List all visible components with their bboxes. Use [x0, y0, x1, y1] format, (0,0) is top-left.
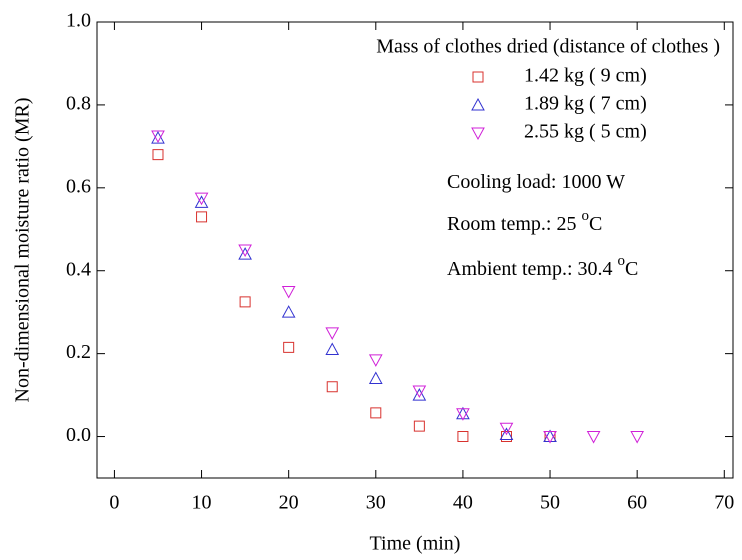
legend-label: 2.55 kg ( 5 cm): [524, 121, 647, 143]
x-axis-label: Time (min): [370, 533, 461, 555]
annotation: Ambient temp.: 30.4 oC: [447, 253, 638, 279]
y-tick-label: 0.0: [66, 424, 91, 446]
legend-marker: [471, 97, 485, 111]
x-tick-label: 40: [453, 492, 473, 514]
x-tick-label: 0: [109, 492, 119, 514]
legend-title: Mass of clothes dried (distance of cloth…: [376, 36, 720, 58]
data-point: [412, 388, 427, 401]
data-point: [239, 296, 251, 308]
data-point: [586, 431, 601, 444]
data-point: [368, 371, 383, 385]
y-tick-label: 0.8: [66, 93, 91, 115]
data-point: [151, 131, 165, 144]
data-point: [283, 341, 295, 353]
annotation-superscript: o: [581, 208, 589, 224]
data-point: [499, 422, 514, 436]
data-point: [194, 192, 209, 206]
y-tick-label: 0.2: [66, 341, 91, 363]
x-tick-label: 60: [627, 492, 647, 514]
data-point: [152, 149, 164, 161]
y-axis-label: Non-dimensional moisture ratio (MR): [12, 98, 34, 403]
data-point: [457, 431, 469, 443]
x-tick-label: 70: [714, 492, 734, 514]
annotation-text: C: [625, 258, 638, 280]
data-point: [630, 431, 645, 444]
data-point: [456, 406, 470, 420]
annotation: Cooling load: 1000 W: [447, 171, 625, 193]
legend-label: 1.42 kg ( 9 cm): [524, 65, 647, 87]
y-tick-label: 0.6: [66, 175, 91, 197]
data-point: [413, 420, 425, 432]
data-point: [325, 327, 340, 340]
data-point: [194, 195, 209, 208]
x-tick-label: 20: [279, 492, 299, 514]
y-tick-label: 1.0: [66, 10, 91, 32]
data-point: [370, 407, 382, 419]
x-tick-label: 30: [366, 492, 386, 514]
legend-label: 1.89 kg ( 7 cm): [524, 93, 647, 115]
plot-frame: [96, 21, 734, 479]
data-point: [326, 381, 338, 393]
x-tick-label: 10: [192, 492, 212, 514]
annotation-superscript: o: [618, 253, 626, 269]
data-point: [500, 431, 512, 443]
data-point: [543, 431, 557, 444]
data-point: [151, 130, 165, 144]
y-tick-label: 0.4: [66, 258, 91, 280]
annotation-text: Ambient temp.: 30.4: [447, 258, 618, 280]
x-tick-label: 50: [540, 492, 560, 514]
data-point: [238, 244, 252, 258]
data-point: [238, 247, 252, 260]
data-point: [368, 354, 383, 367]
data-point: [281, 285, 296, 299]
data-point: [456, 408, 470, 421]
annotation-text: Cooling load: 1000 W: [447, 171, 625, 193]
annotation: Room temp.: 25 oC: [447, 208, 602, 234]
data-point: [196, 211, 208, 223]
data-point: [543, 429, 557, 443]
data-point: [325, 342, 340, 355]
data-point: [412, 385, 427, 398]
data-point: [499, 427, 514, 440]
data-point: [281, 305, 296, 318]
annotation-text: Room temp.: 25: [447, 213, 581, 235]
legend-marker: [471, 127, 485, 141]
annotation-text: C: [589, 213, 602, 235]
legend-marker: [472, 71, 484, 83]
